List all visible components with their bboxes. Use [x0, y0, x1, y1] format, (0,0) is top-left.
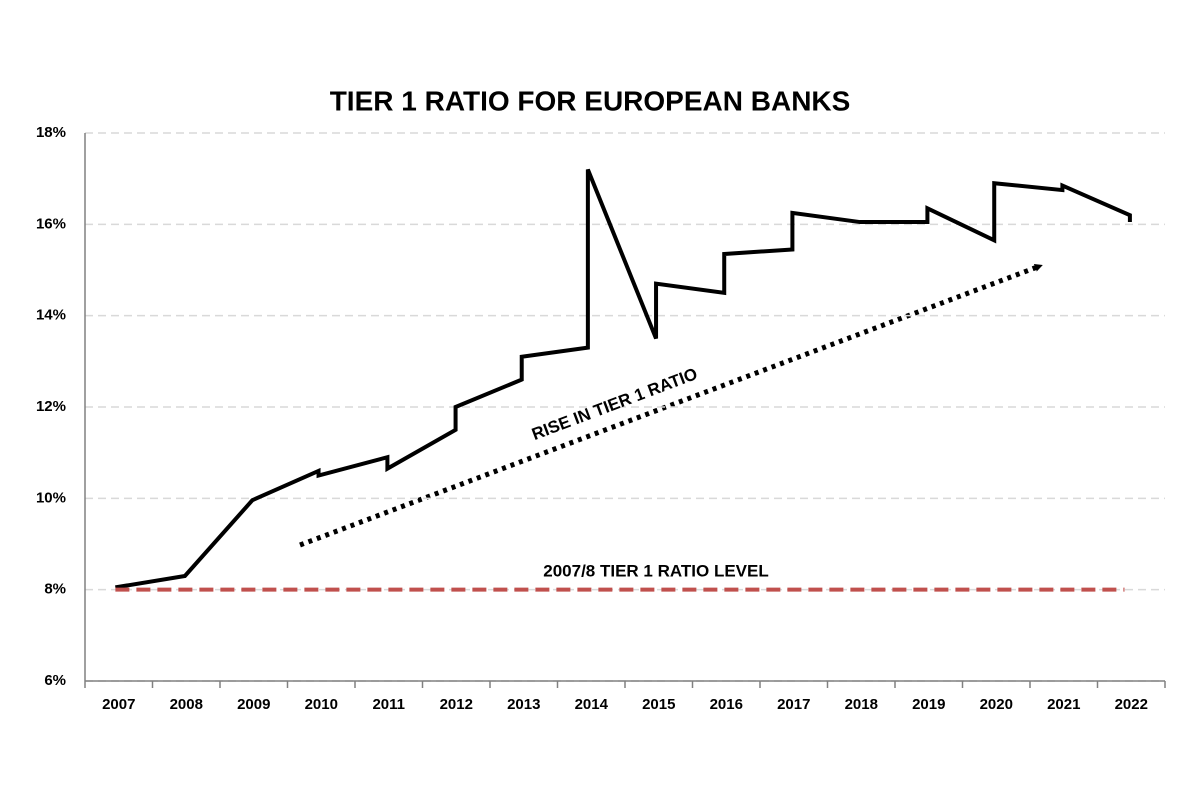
x-tick-label: 2010: [305, 696, 338, 713]
y-tick-label: 14%: [36, 307, 66, 324]
x-tick-label: 2012: [440, 696, 473, 713]
x-tick-label: 2022: [1115, 696, 1148, 713]
annotation: RISE IN TIER 1 RATIO: [529, 364, 700, 444]
x-tick-label: 2016: [710, 696, 743, 713]
y-tick-label: 18%: [36, 124, 66, 141]
y-tick-label: 12%: [36, 398, 66, 415]
y-tick-label: 6%: [44, 672, 66, 689]
x-tick-label: 2018: [845, 696, 878, 713]
x-tick-label: 2017: [777, 696, 810, 713]
y-tick-label: 16%: [36, 215, 66, 232]
x-tick-label: 2008: [170, 696, 203, 713]
x-tick-label: 2013: [507, 696, 540, 713]
x-tick-label: 2007: [102, 696, 135, 713]
y-tick-label: 10%: [36, 489, 66, 506]
x-tick-label: 2019: [912, 696, 945, 713]
trend-arrow: [299, 263, 1043, 548]
y-tick-label: 8%: [44, 581, 66, 598]
chart-title: TIER 1 RATIO FOR EUROPEAN BANKS: [330, 85, 851, 116]
annotation: 2007/8 TIER 1 RATIO LEVEL: [543, 561, 768, 580]
x-tick-label: 2011: [372, 696, 405, 713]
x-tick-label: 2021: [1047, 696, 1080, 713]
series-line: [115, 168, 1132, 590]
x-tick-label: 2015: [642, 696, 675, 713]
x-tick-label: 2009: [237, 696, 270, 713]
x-tick-label: 2014: [575, 696, 609, 713]
x-tick-label: 2020: [980, 696, 1013, 713]
